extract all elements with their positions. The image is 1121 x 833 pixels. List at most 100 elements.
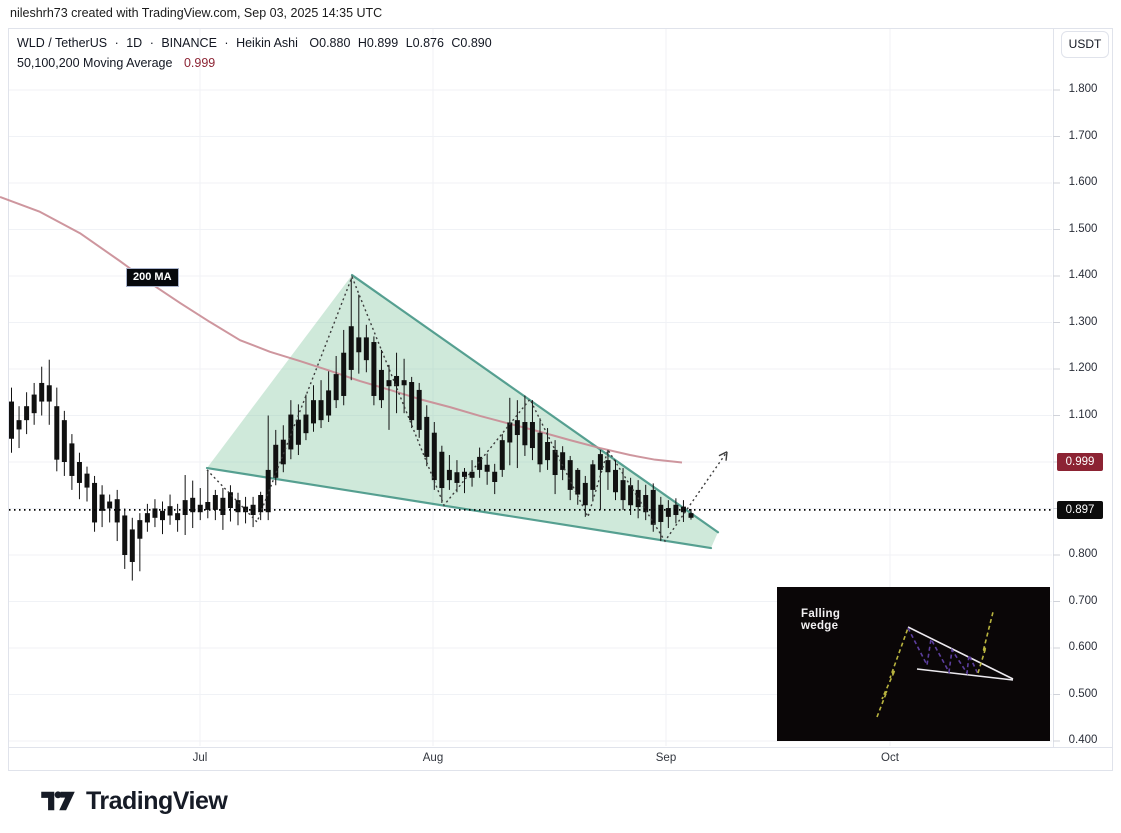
candle-body <box>144 513 150 523</box>
candle-body <box>462 471 467 477</box>
candle-body <box>665 508 671 517</box>
candle-body <box>484 464 490 472</box>
candle-body <box>492 471 498 482</box>
ma-value-badge: 0.999 <box>1057 453 1103 472</box>
candle-body <box>190 497 196 513</box>
candle-body <box>469 471 475 478</box>
candle-body <box>446 469 452 481</box>
price-axis-label: 1.200 <box>1068 362 1098 374</box>
price-axis-label: 1.700 <box>1068 129 1098 142</box>
candle-body <box>31 394 37 414</box>
last-price-badge: 0.897 <box>1057 500 1103 519</box>
candle-body <box>341 352 347 396</box>
candle-body <box>265 469 271 513</box>
legend-symbol: WLD / TetherUS <box>17 36 108 50</box>
price-axis-label: 0.400 <box>1068 734 1098 746</box>
time-axis-label: Sep <box>655 752 677 764</box>
candle-body <box>477 456 483 470</box>
candle-body <box>303 414 309 434</box>
candle-body <box>54 406 60 460</box>
candle-body <box>394 375 400 387</box>
candle-body <box>235 500 241 513</box>
candle-body <box>499 440 505 470</box>
inset-pattern-drawing <box>876 611 1014 718</box>
widget-border-left <box>8 28 9 771</box>
candle-body <box>507 422 513 443</box>
inset-upper-trendline <box>907 626 1014 680</box>
currency-toggle-button[interactable]: USDT <box>1061 31 1109 58</box>
candle-body <box>560 452 566 470</box>
candle-body <box>220 497 226 516</box>
wave-dotted-path <box>206 275 728 543</box>
price-axis-label: 0.500 <box>1068 687 1098 700</box>
candle-body <box>197 504 203 513</box>
inset-title-line2: wedge <box>801 620 839 632</box>
candle-body <box>318 400 324 421</box>
price-axis-label: 1.300 <box>1068 315 1098 328</box>
indicator-value: 0.999 <box>183 56 216 70</box>
candle-body <box>371 342 377 396</box>
legend-chart-style: Heikin Ashi <box>236 36 298 50</box>
candle-body <box>628 485 634 506</box>
candle-body <box>643 495 649 513</box>
candle-body <box>401 380 407 386</box>
price-axis-label: 0.800 <box>1068 548 1098 560</box>
legend-low: L0.876 <box>405 36 444 50</box>
candle-body <box>356 337 362 353</box>
candle-body <box>152 508 158 518</box>
candle-body <box>431 432 437 481</box>
inset-title: Falling wedge <box>801 608 840 632</box>
tradingview-logo-icon <box>41 791 75 811</box>
legend-high: H0.899 <box>357 36 399 50</box>
breakout-arrowhead <box>718 451 728 457</box>
falling-wedge-inset-panel: Falling wedge <box>777 587 1050 741</box>
candle-body <box>258 495 264 513</box>
candle-body <box>650 489 656 525</box>
price-axis-label: 0.700 <box>1068 594 1098 607</box>
time-scale-separator <box>8 747 1113 748</box>
candle-body <box>311 400 316 424</box>
candle-body <box>273 444 279 478</box>
candle-body <box>9 401 14 439</box>
candle-body <box>167 506 173 516</box>
candle-body <box>24 406 30 421</box>
indicator-legend-row: 50,100,200 Moving Average 0.999 <box>17 56 215 70</box>
legend-exchange: BINANCE <box>161 36 217 50</box>
tradingview-logo[interactable]: TradingView <box>40 786 228 816</box>
breakout-arrowhead <box>725 451 728 461</box>
candle-body <box>61 420 67 462</box>
inset-title-line1: Falling <box>801 608 841 620</box>
candle-body <box>688 513 694 518</box>
chart-legend-row: WLD / TetherUS · 1D · BINANCE · Heikin A… <box>17 36 496 50</box>
candle-body <box>92 482 98 523</box>
price-axis-label: 1.600 <box>1068 176 1098 188</box>
candle-body <box>439 451 445 489</box>
legend-open: O0.880 <box>309 36 351 50</box>
inset-breakout-line <box>977 611 994 674</box>
candle-body <box>160 510 165 521</box>
candle-body <box>182 500 188 516</box>
candle-body <box>227 492 233 509</box>
candle-body <box>122 515 128 555</box>
candle-body <box>250 504 256 516</box>
price-scale[interactable]: 1.800 1.700 1.600 1.500 1.400 1.300 1.200 1.100… <box>1053 28 1113 770</box>
wedge-upper-trendline <box>350 273 720 534</box>
candle-body <box>409 382 415 421</box>
candle-body <box>620 480 626 501</box>
candle-body <box>46 385 52 402</box>
candle-body <box>552 449 558 476</box>
candle-body <box>137 520 143 539</box>
candle-body <box>613 469 618 493</box>
candle-body <box>288 414 294 450</box>
time-axis-label: Aug <box>422 752 444 764</box>
candle-body <box>69 443 75 476</box>
candle-body <box>333 374 339 401</box>
candle-body <box>514 420 520 436</box>
candle-body <box>680 506 686 513</box>
candle-body <box>280 439 286 465</box>
candle-body <box>129 529 135 562</box>
inset-impulse-line <box>876 627 909 718</box>
candle-body <box>658 504 664 522</box>
